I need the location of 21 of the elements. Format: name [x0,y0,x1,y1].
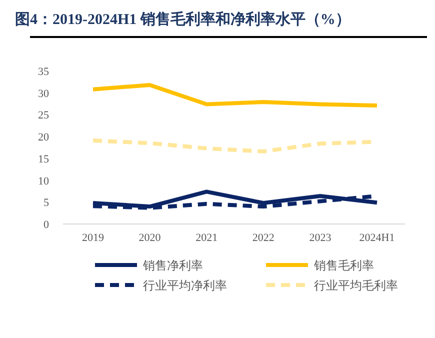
y-tick-label: 25 [38,110,50,122]
x-tick-label: 2020 [138,232,162,244]
y-tick-label: 30 [38,88,50,100]
y-tick-label: 0 [44,219,50,231]
legend-label: 行业平均净利率 [143,278,227,292]
x-tick-label: 2022 [252,232,274,244]
y-tick-label: 20 [38,132,50,144]
line-series [91,82,379,108]
line-series [91,190,379,209]
x-tick-label: 2023 [309,232,332,244]
legend-label: 销售净利率 [142,258,203,272]
x-tick-label: 2019 [82,232,104,244]
y-tick-label: 5 [44,197,50,210]
x-tick-label: 2024H1 [359,232,395,244]
x-tick-label: 2021 [196,232,218,244]
y-tick-label: 35 [38,66,50,78]
y-tick-label: 10 [38,175,50,188]
legend-label: 销售毛利率 [313,258,374,272]
y-tick-label: 15 [38,153,50,166]
chart-title: 图4：2019-2024H1 销售毛利率和净利率水平（%） [15,10,350,28]
legend-label: 行业平均毛利率 [314,278,398,292]
